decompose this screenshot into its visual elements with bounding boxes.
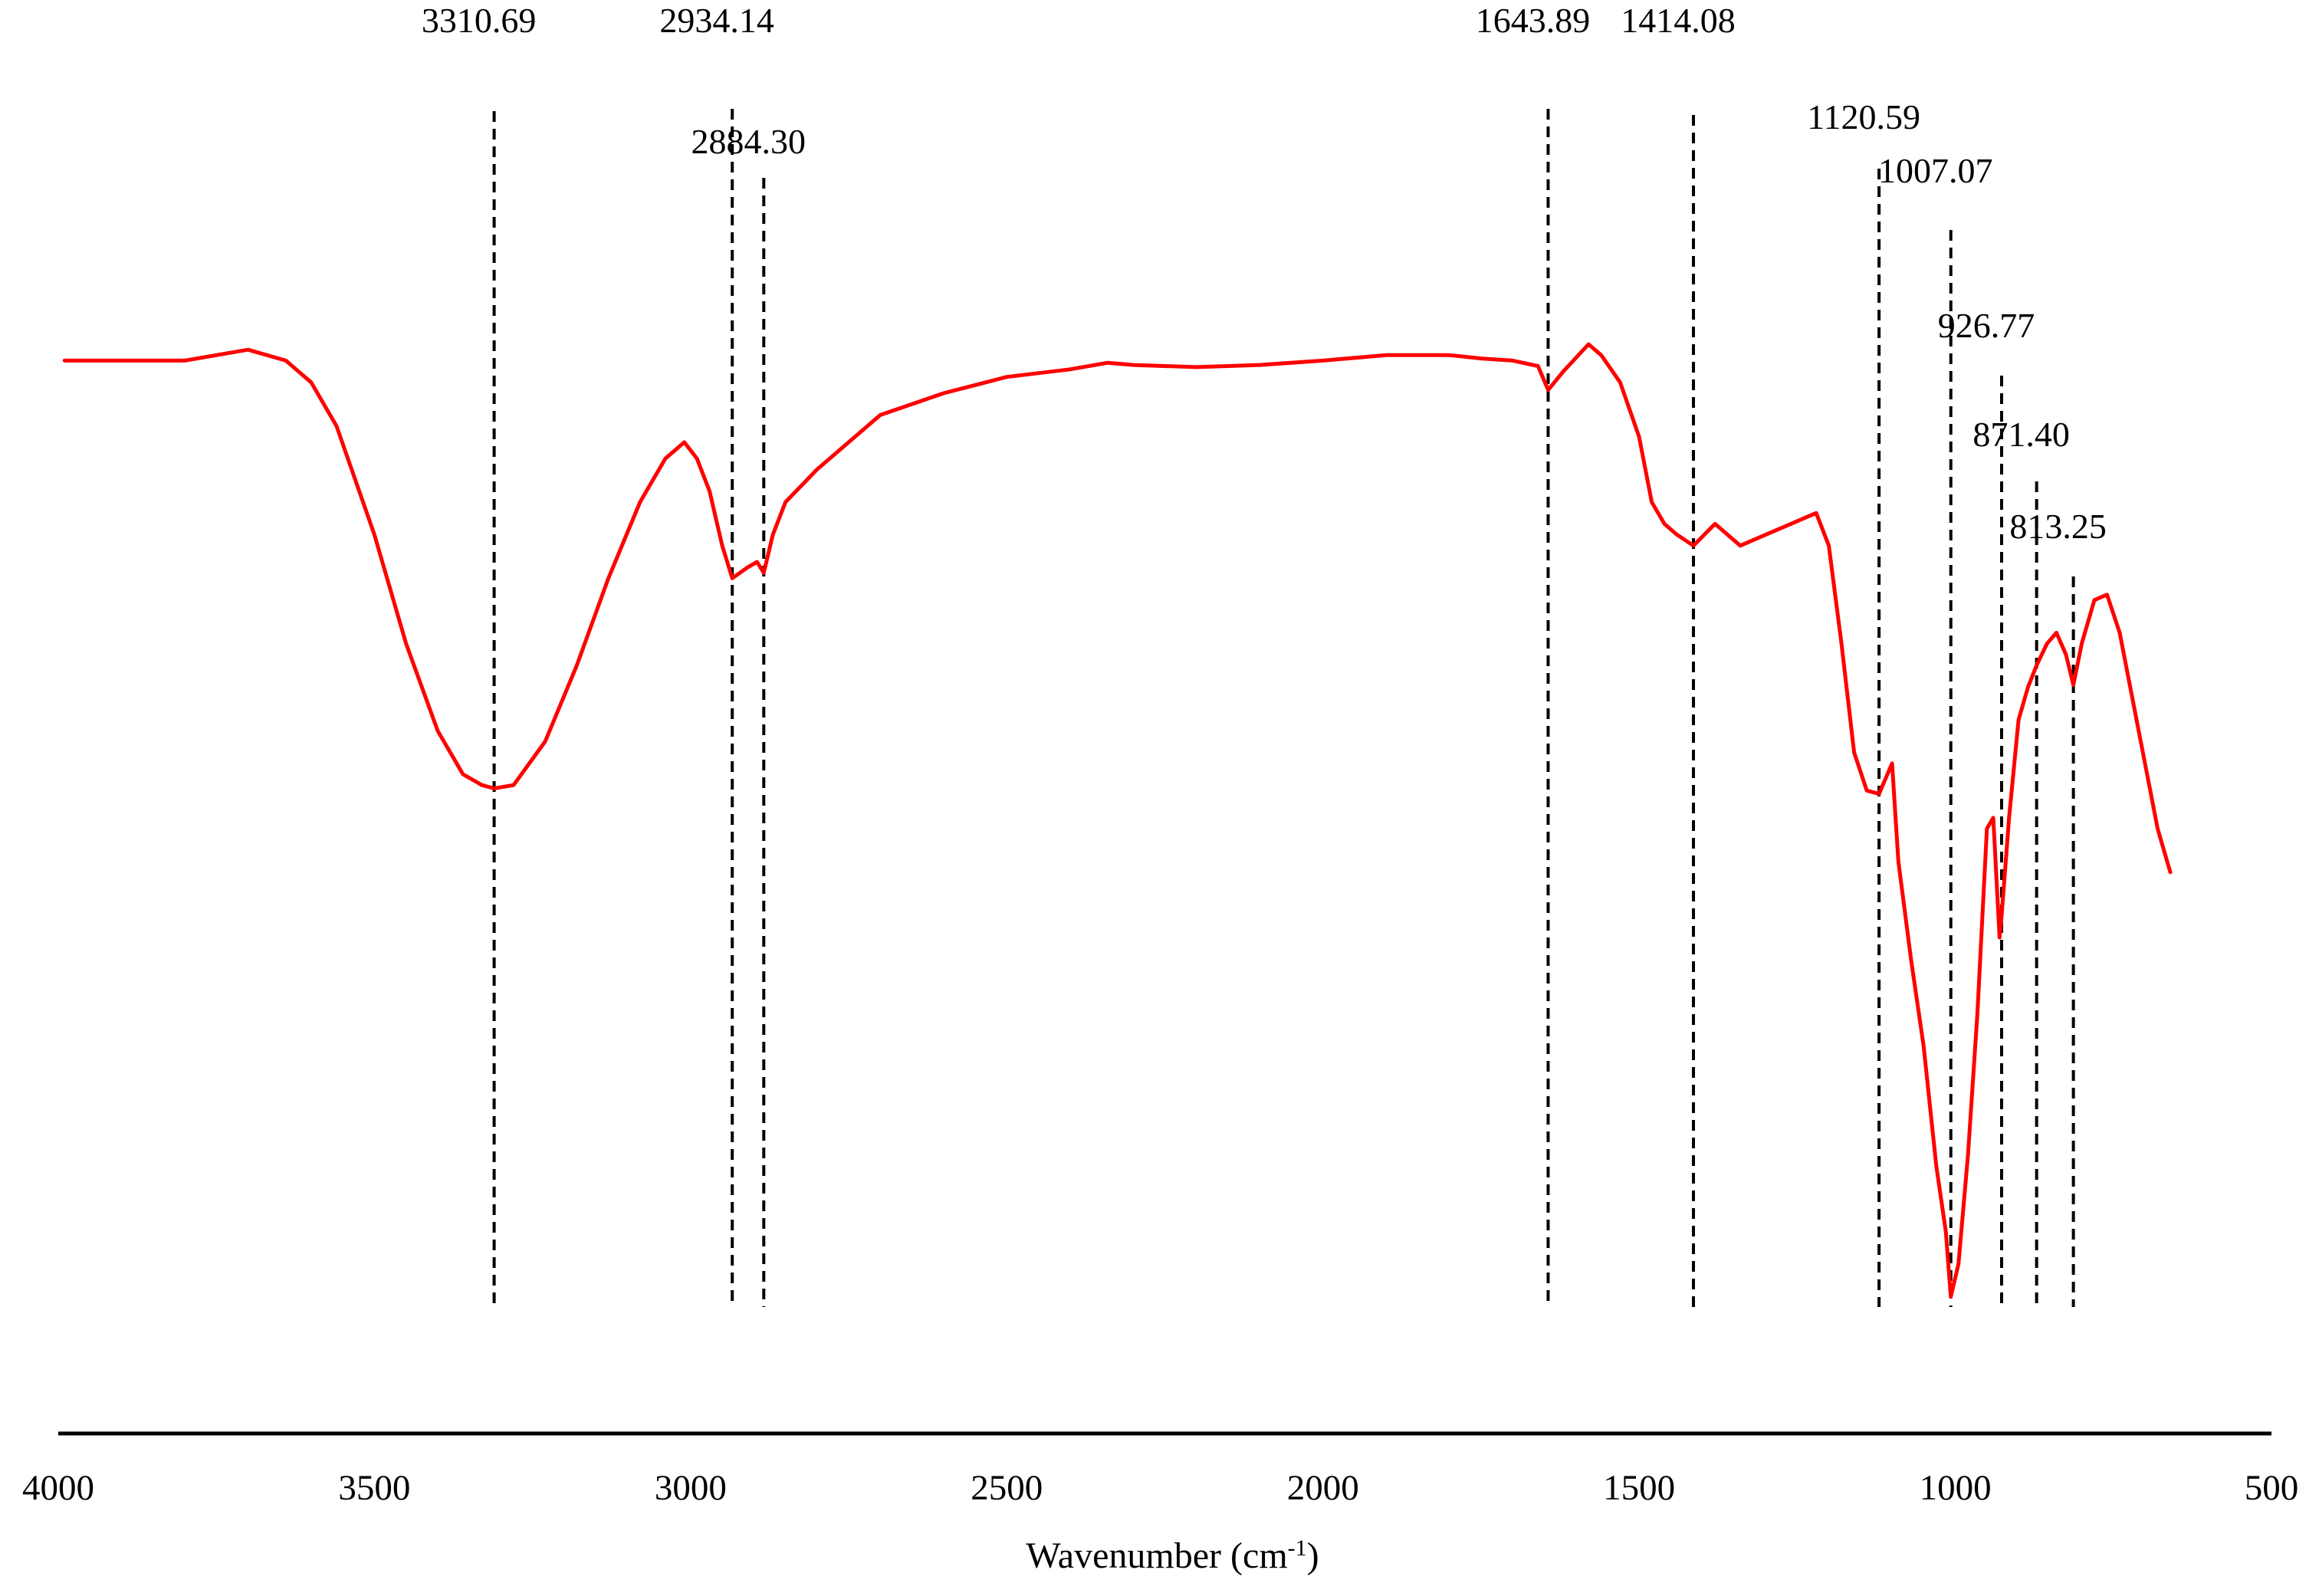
- peak-label-871.40: 871.40: [1972, 415, 2070, 454]
- x-axis-title-close: ): [1307, 1535, 1319, 1576]
- peak-label-1414.08: 1414.08: [1621, 1, 1736, 40]
- x-tick-label-2500: 2500: [971, 1468, 1043, 1508]
- peak-label-3310.69: 3310.69: [422, 1, 537, 40]
- peak-label-2884.30: 2884.30: [691, 122, 806, 161]
- x-axis-title-main: Wavenumber (cm: [1026, 1535, 1287, 1576]
- spectrum-line: [62, 342, 2173, 1299]
- x-tick-label-3500: 3500: [338, 1468, 410, 1508]
- x-tick-label-1500: 1500: [1603, 1468, 1675, 1508]
- x-axis-ticks: 4000 3500 3000 2500 2000 1500 1000 500: [22, 1468, 2298, 1508]
- x-tick-label-4000: 4000: [22, 1468, 94, 1508]
- peak-label-1007.07: 1007.07: [1878, 151, 1993, 190]
- x-axis-title-sup: -1: [1288, 1535, 1307, 1561]
- x-tick-label-3000: 3000: [655, 1468, 727, 1508]
- peak-markers: 3310.69 2934.14 2884.30 1643.89 1414.08 1120.…: [422, 1, 2107, 1307]
- peak-label-926.77: 926.77: [1938, 306, 2035, 345]
- x-tick-label-2000: 2000: [1287, 1468, 1359, 1508]
- x-tick-label-1000: 1000: [1920, 1468, 1992, 1508]
- x-tick-label-500: 500: [2245, 1468, 2299, 1508]
- peak-label-1120.59: 1120.59: [1807, 97, 1920, 136]
- peak-label-2934.14: 2934.14: [659, 1, 774, 40]
- peak-label-813.25: 813.25: [2009, 507, 2107, 546]
- x-axis-title: Wavenumber (cm-1): [1026, 1535, 1319, 1577]
- peak-label-1643.89: 1643.89: [1476, 1, 1591, 40]
